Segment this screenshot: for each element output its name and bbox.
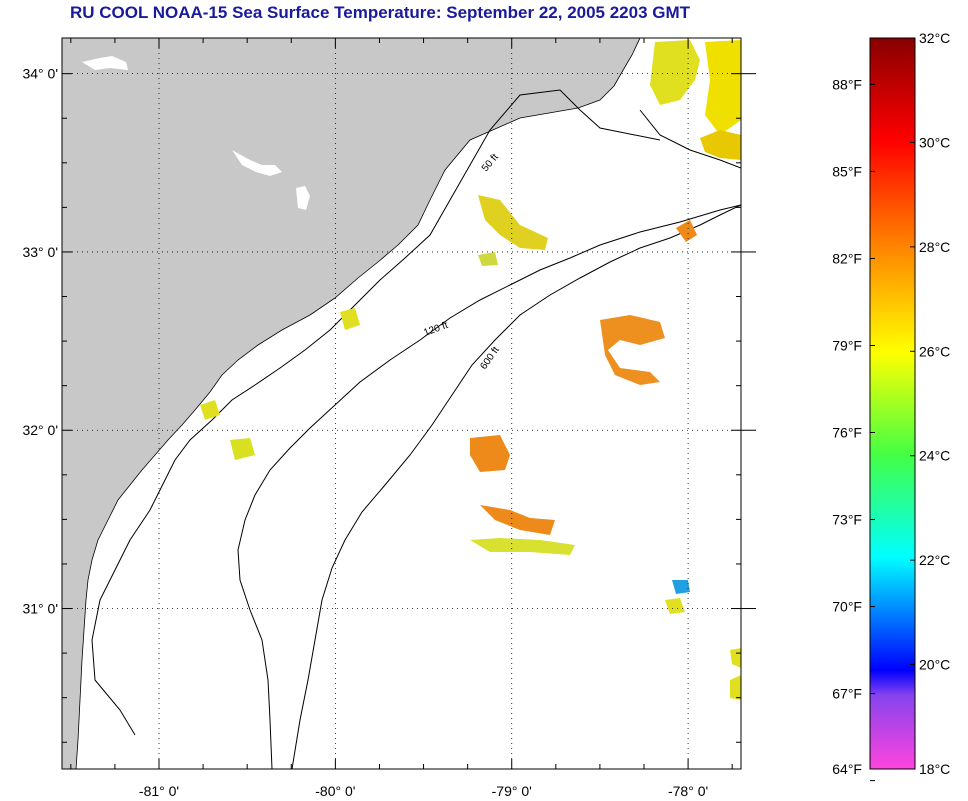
- celsius-label: 24°C: [919, 448, 950, 464]
- celsius-label: 32°C: [919, 30, 950, 46]
- isobath-contours: [91, 89, 741, 769]
- lon-tick-labels: -81° 0' -80° 0' -79° 0' -78° 0': [139, 783, 708, 799]
- grid-lines: [62, 38, 741, 769]
- fahrenheit-label: 82°F: [832, 250, 862, 266]
- sst-patch: [676, 220, 697, 242]
- inland-water: [82, 56, 418, 244]
- sst-patch: [700, 130, 741, 160]
- fahrenheit-label: 88°F: [832, 76, 862, 92]
- fahrenheit-label: 79°F: [832, 337, 862, 353]
- frame-ticks: [62, 38, 756, 769]
- sst-patch: [478, 252, 498, 266]
- sst-patch: [230, 438, 255, 460]
- fahrenheit-label: 85°F: [832, 163, 862, 179]
- color-scale-bar: [869, 37, 916, 770]
- sst-patch: [600, 315, 665, 385]
- sst-patch: [200, 400, 220, 420]
- fahrenheit-label: 76°F: [832, 425, 862, 441]
- lon-tick-label: -80° 0': [315, 783, 355, 799]
- fahrenheit-label: 67°F: [832, 686, 862, 702]
- lon-tick-label: -81° 0': [139, 783, 179, 799]
- fahrenheit-labels: 88°F 85°F 82°F 79°F 76°F 73°F 70°F 67°F …: [832, 76, 862, 777]
- lon-tick-label: -78° 0': [668, 783, 708, 799]
- celsius-label: 26°C: [919, 343, 950, 359]
- celsius-label: 30°C: [919, 134, 950, 150]
- land-mass: [62, 38, 641, 769]
- lat-tick-label: 32° 0': [22, 422, 58, 438]
- map-area: 50 ft 120 ft 600 ft: [62, 38, 741, 769]
- celsius-label: 18°C: [919, 761, 950, 777]
- fahrenheit-label: 64°F: [832, 761, 862, 777]
- lat-tick-label: 33° 0': [22, 244, 58, 260]
- lat-tick-labels: 34° 0' 33° 0' 32° 0' 31° 0': [22, 66, 58, 617]
- isobath-50ft: [91, 89, 741, 736]
- sst-patch: [470, 538, 575, 555]
- sst-patch: [480, 505, 555, 535]
- sst-patch: [470, 435, 510, 472]
- sst-patches: [200, 40, 741, 700]
- color-scale: 32°C 30°C 28°C 26°C 24°C 22°C 20°C 18°C …: [832, 30, 950, 782]
- sst-patch: [672, 580, 690, 594]
- celsius-label: 20°C: [919, 657, 950, 673]
- lon-tick-label: -79° 0': [492, 783, 532, 799]
- map-frame: [61, 37, 742, 770]
- fahrenheit-label: 73°F: [832, 512, 862, 528]
- isobath-120ft: [237, 204, 741, 769]
- celsius-label: 22°C: [919, 552, 950, 568]
- sst-patch: [650, 40, 700, 105]
- sst-patch: [730, 675, 741, 700]
- sst-patch: [478, 195, 548, 250]
- sst-patch: [665, 598, 685, 614]
- lat-tick-label: 31° 0': [22, 601, 58, 617]
- celsius-labels: 32°C 30°C 28°C 26°C 24°C 22°C 20°C 18°C: [919, 30, 950, 777]
- isobath-600ft: [291, 204, 741, 769]
- sst-patch: [705, 40, 741, 135]
- color-scale-ticks: [870, 37, 915, 782]
- fahrenheit-label: 70°F: [832, 599, 862, 615]
- celsius-label: 28°C: [919, 239, 950, 255]
- sst-patch: [340, 308, 360, 330]
- chart-title: RU COOL NOAA-15 Sea Surface Temperature:…: [69, 3, 691, 22]
- lat-tick-label: 34° 0': [22, 66, 58, 82]
